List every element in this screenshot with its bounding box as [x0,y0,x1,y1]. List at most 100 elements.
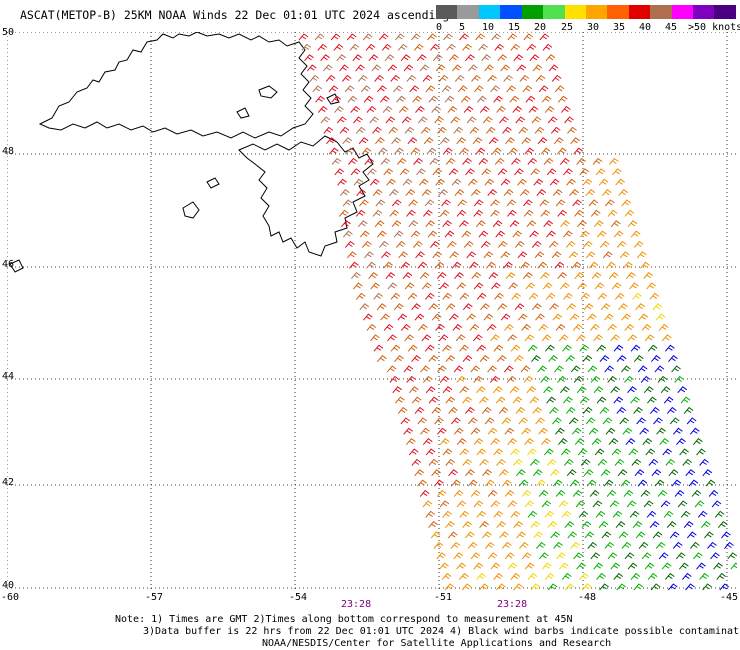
wind-barb [431,105,441,113]
wind-barb [601,531,612,539]
wind-barb [463,105,474,113]
wind-map[interactable] [7,32,737,592]
wind-barb [674,375,684,383]
wind-barb [323,64,333,72]
wind-barb [405,189,416,197]
wind-barb [569,189,579,197]
wind-barb [640,261,650,269]
legend-label-45: 45 [665,22,678,33]
wind-barb [435,178,445,186]
wind-barb [336,54,346,62]
wind-barb [708,489,719,497]
wind-barb [639,427,649,435]
wind-barb [691,489,702,497]
wind-barb [496,355,507,363]
lat-label-48: 48 [2,146,15,157]
wind-barb [618,531,629,539]
legend-label-max: >50 knots [688,22,740,33]
wind-barb [341,74,352,82]
wind-barb [498,406,509,414]
wind-barb [592,500,603,508]
wind-barb [589,489,600,497]
wind-barb [501,417,512,425]
wind-barb [317,43,328,51]
wind-barb [484,64,494,72]
wind-barb [510,448,520,456]
wind-barb [563,292,573,300]
wind-barb [362,33,373,41]
wind-barb [599,355,610,363]
wind-barb [468,64,478,72]
wind-barb [439,500,450,508]
wind-barb [400,54,411,62]
wind-barb [442,147,453,155]
wind-barb [516,469,526,477]
wind-barb [389,209,400,217]
wind-barb [487,552,498,560]
wind-barb [557,95,568,103]
wind-barb [507,209,517,217]
wind-barb [364,157,374,165]
wind-barb [345,147,355,155]
legend-swatch-10 [650,5,672,19]
wind-barb [563,168,573,176]
wind-barb [541,500,552,508]
wind-barb [713,562,723,570]
wind-barb [612,510,623,518]
wind-barb [476,510,487,518]
wind-barb [567,126,577,134]
wind-barb [391,137,401,145]
wind-barb [513,54,524,62]
wind-barb [491,33,501,41]
wind-barb [546,230,556,238]
wind-barb [618,189,628,197]
wind-barb [546,396,556,404]
wind-barb [506,375,517,383]
wind-barb [439,209,450,217]
wind-barb [410,230,421,238]
wind-barb [664,572,675,580]
wind-barb [496,105,506,113]
wind-barb [505,272,516,280]
wind-barb [309,74,320,82]
wind-barb [399,168,410,176]
wind-barb [442,386,453,394]
wind-barb [427,33,437,41]
wind-barb [452,323,463,331]
wind-barb [479,355,490,363]
wind-barb [597,292,608,300]
wind-barb [377,147,388,155]
wind-barb [601,189,612,197]
wind-barb [466,116,477,124]
wind-barb [431,313,442,321]
wind-barb [560,220,570,228]
wind-barb [605,199,615,207]
wind-barb [563,230,573,238]
wind-barb [500,64,510,72]
wind-barb [331,157,342,165]
wind-barb [470,552,481,560]
wind-barb [597,458,608,466]
wind-barb [456,375,467,383]
wind-barb [504,489,515,497]
wind-barb [479,396,489,404]
wind-barb [541,562,552,570]
wind-barb [568,417,579,425]
wind-barb [530,458,540,466]
wind-barb [547,521,558,529]
wind-barb [397,406,408,414]
wind-barb [547,116,558,124]
wind-barb [323,126,334,134]
wind-barb [600,469,611,477]
island-west [182,201,200,219]
wind-barb [661,562,672,570]
wind-barb [469,323,480,331]
wind-barb [573,375,584,383]
wind-barb [454,272,464,280]
wind-barb [475,33,485,41]
wind-barb [686,531,697,539]
newfoundland-coast [238,135,374,257]
wind-barb [476,344,487,352]
wind-barb [484,178,495,186]
wind-barb [576,562,586,570]
